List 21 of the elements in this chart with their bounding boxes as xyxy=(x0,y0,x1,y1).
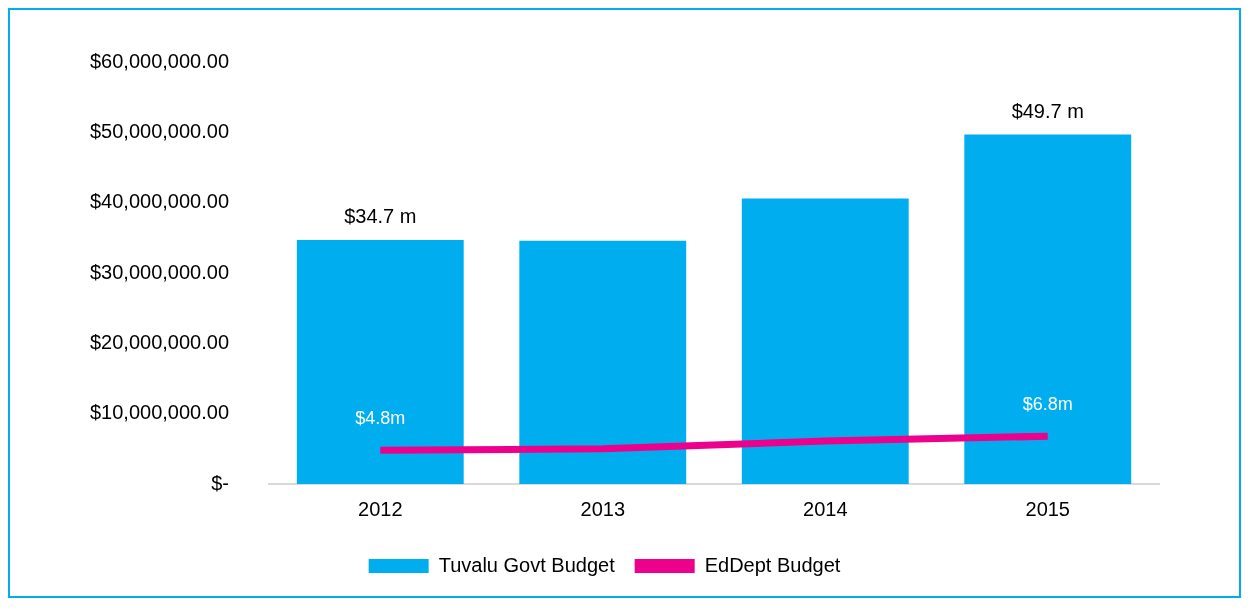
y-tick-label: $- xyxy=(211,471,230,494)
data-label: $34.7 m xyxy=(344,205,417,228)
data-label: $49.7 m xyxy=(1011,99,1084,122)
y-tick-label: $60,000,000.00 xyxy=(89,49,230,72)
data-label: $6.8m xyxy=(1022,394,1073,415)
y-tick-label: $50,000,000.00 xyxy=(89,119,230,142)
bar xyxy=(296,239,464,484)
data-label: $4.8m xyxy=(355,408,406,429)
bar xyxy=(964,134,1132,484)
bar xyxy=(741,198,909,484)
x-tick-label: 2015 xyxy=(1025,497,1070,520)
legend-label: EdDept Budget xyxy=(704,553,841,576)
y-tick-label: $20,000,000.00 xyxy=(89,330,230,353)
y-tick-label: $30,000,000.00 xyxy=(89,260,230,283)
y-tick-label: $40,000,000.00 xyxy=(89,190,230,213)
legend-label: Tuvalu Govt Budget xyxy=(438,553,616,576)
x-tick-label: 2013 xyxy=(580,497,626,520)
x-tick-label: 2014 xyxy=(803,497,848,520)
x-tick-label: 2012 xyxy=(358,497,403,520)
bar xyxy=(519,240,687,484)
y-tick-label: $10,000,000.00 xyxy=(89,401,230,424)
